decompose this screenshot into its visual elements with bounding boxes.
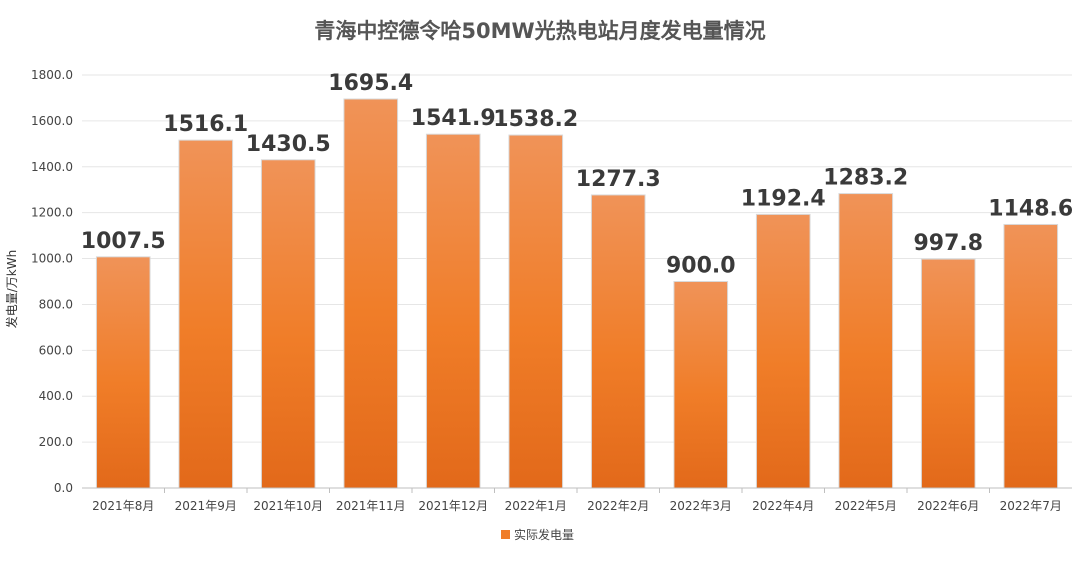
y-axis-ticks: 0.0 200.0 400.0 600.0 800.0 1000.0 1200.0 1400.… <box>31 68 73 495</box>
y-tick-label: 400.0 <box>39 389 73 403</box>
x-axis-ticks: 2021年8月 2021年9月 2021年10月 2021年11月 2021年12月 20… <box>92 488 1062 513</box>
data-label: 1538.2 <box>493 107 578 132</box>
data-label: 1192.4 <box>741 186 826 211</box>
x-tick-label: 2021年8月 <box>92 499 154 513</box>
data-label: 1277.3 <box>576 167 661 192</box>
y-axis-label: 发电量/万kWh <box>4 250 19 328</box>
data-label: 1430.5 <box>246 132 331 157</box>
bar <box>260 159 316 489</box>
x-tick-label: 2022年5月 <box>835 499 897 513</box>
data-label: 1516.1 <box>163 112 248 137</box>
x-tick-label: 2022年2月 <box>587 499 649 513</box>
x-tick-label: 2021年9月 <box>175 499 237 513</box>
bar <box>178 139 234 489</box>
y-tick-label: 1400.0 <box>31 160 73 174</box>
data-label: 1148.6 <box>988 196 1073 221</box>
y-tick-label: 1600.0 <box>31 114 73 128</box>
x-tick-label: 2022年4月 <box>752 499 814 513</box>
y-tick-label: 1000.0 <box>31 252 73 266</box>
x-tick-label: 2021年11月 <box>336 499 406 513</box>
bar <box>673 281 729 489</box>
data-label: 1695.4 <box>328 71 413 96</box>
legend-label: 实际发电量 <box>514 527 574 542</box>
legend: 实际发电量 <box>501 527 574 542</box>
data-label: 900.0 <box>666 254 736 279</box>
y-tick-label: 600.0 <box>39 343 73 357</box>
chart-title: 青海中控德令哈50MW光热电站月度发电量情况 <box>314 19 765 43</box>
bars <box>95 98 1059 489</box>
data-label: 1007.5 <box>81 229 166 254</box>
x-tick-label: 2022年6月 <box>917 499 979 513</box>
y-tick-label: 0.0 <box>54 481 73 495</box>
y-tick-label: 1200.0 <box>31 206 73 220</box>
bar <box>755 213 811 489</box>
data-label: 997.8 <box>913 231 983 256</box>
y-tick-label: 1800.0 <box>31 68 73 82</box>
y-tick-label: 800.0 <box>39 297 73 311</box>
bar <box>590 194 646 489</box>
x-tick-label: 2021年10月 <box>253 499 323 513</box>
bar <box>343 98 399 489</box>
x-tick-label: 2022年7月 <box>1000 499 1062 513</box>
bar <box>95 256 151 489</box>
bar <box>425 133 481 489</box>
bar <box>508 134 564 489</box>
data-label: 1541.9 <box>411 106 496 131</box>
x-tick-label: 2022年1月 <box>505 499 567 513</box>
gridlines <box>82 74 1072 443</box>
data-label: 1283.2 <box>823 166 908 191</box>
y-tick-label: 200.0 <box>39 435 73 449</box>
bar <box>1003 223 1059 489</box>
bar <box>920 258 976 489</box>
legend-swatch <box>501 530 510 539</box>
x-tick-label: 2022年3月 <box>670 499 732 513</box>
x-tick-label: 2021年12月 <box>418 499 488 513</box>
bar <box>838 193 894 489</box>
